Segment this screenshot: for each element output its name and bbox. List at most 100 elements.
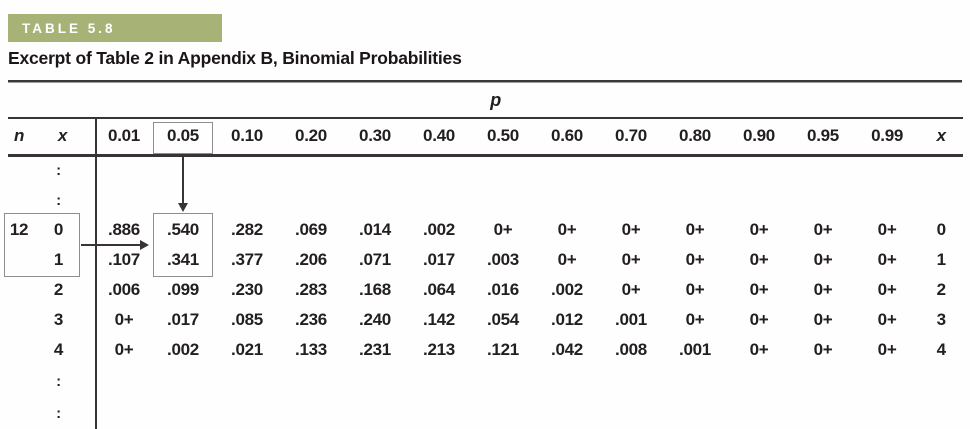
probability-cell: .282 xyxy=(231,220,263,239)
probability-cell: 0+ xyxy=(877,250,897,269)
n-x-callout-box xyxy=(4,213,80,277)
probability-cell: .008 xyxy=(615,340,647,359)
col-header-p-0.40: 0.40 xyxy=(407,118,471,157)
probability-cell: 0+ xyxy=(114,310,134,329)
probability-cell: .016 xyxy=(487,280,519,299)
x-right-value-cell: 1 xyxy=(936,250,946,269)
n-spacer-cell xyxy=(8,397,30,429)
probability-cell: .006 xyxy=(108,280,140,299)
probability-cell: .142 xyxy=(423,310,455,329)
ellipsis-row: : xyxy=(8,397,963,429)
x-value-cell: 0 xyxy=(30,215,97,245)
probability-cell: .121 xyxy=(487,340,519,359)
table-number-banner: TABLE 5.8 xyxy=(8,14,222,42)
probability-cell: .107 xyxy=(108,250,140,269)
col-header-n: n xyxy=(8,118,30,157)
x-right-spacer-cell xyxy=(919,397,963,429)
probability-cell: .014 xyxy=(359,220,391,239)
probability-cell: .017 xyxy=(423,250,455,269)
probability-cell: 0+ xyxy=(813,250,833,269)
probability-cell: .064 xyxy=(423,280,455,299)
probability-cell: .069 xyxy=(295,220,327,239)
probability-cell: .042 xyxy=(551,340,583,359)
probability-cell: .341 xyxy=(167,250,199,269)
col-header-p-0.80: 0.80 xyxy=(663,118,727,157)
p-spacer-cell xyxy=(96,365,919,397)
highlighted-values-box xyxy=(153,213,213,277)
binomial-probability-table: p n x 0.01 0.05 0.10 0.20 0.30 0.40 0.50 0.60 0.70… xyxy=(8,83,964,429)
probability-cell: .071 xyxy=(359,250,391,269)
col-header-x-right: x xyxy=(919,118,964,157)
probability-cell: .168 xyxy=(359,280,391,299)
col-header-p-0.50: 0.50 xyxy=(471,118,535,157)
probability-cell: 0+ xyxy=(557,250,577,269)
probability-cell: .133 xyxy=(295,340,327,359)
probability-cell: .085 xyxy=(231,310,263,329)
table-body: ::12 0.886.540.282.069.014.002 0+ 0+ 0+ 0+ 0+ 0… xyxy=(8,155,963,429)
probability-cell: .002 xyxy=(423,220,455,239)
p-group-row: p xyxy=(8,83,964,119)
probability-cell: .240 xyxy=(359,310,391,329)
down-arrow-icon xyxy=(182,156,184,204)
col-header-p-0.95: 0.95 xyxy=(791,118,855,157)
probability-cell: .236 xyxy=(295,310,327,329)
table-row: 2 .006 .099 .230 .283 .168 .064 .016 .002 0+ 0+ 0+ 0… xyxy=(8,275,963,305)
ellipsis-row: : xyxy=(8,155,963,185)
x-value-cell: 4 xyxy=(30,335,97,365)
probability-cell: 0+ xyxy=(493,220,513,239)
n-spacer-cell xyxy=(8,155,30,185)
probability-cell: .213 xyxy=(423,340,455,359)
probability-cell: .099 xyxy=(167,280,199,299)
n-value-cell xyxy=(8,275,30,305)
vertical-ellipsis: : xyxy=(30,365,97,397)
probability-cell: 0+ xyxy=(114,340,134,359)
probability-cell: 0+ xyxy=(749,340,769,359)
probability-cell: .886 xyxy=(108,220,140,239)
probability-cell: 0+ xyxy=(877,280,897,299)
probability-cell: 0+ xyxy=(813,340,833,359)
table-number-label: TABLE 5.8 xyxy=(22,21,116,36)
probability-cell: .021 xyxy=(231,340,263,359)
probability-cell: 0+ xyxy=(685,310,705,329)
probability-cell: 0+ xyxy=(813,220,833,239)
p-spacer-cell xyxy=(96,397,919,429)
probability-cell: .283 xyxy=(295,280,327,299)
table-row: 3 0+ .017 .085 .236 .240 .142 .054 .012 .001 0+ 0+ 0… xyxy=(8,305,963,335)
probability-cell: .003 xyxy=(487,250,519,269)
probability-cell: .017 xyxy=(167,310,199,329)
col-header-p-0.99: 0.99 xyxy=(855,118,920,157)
probability-cell: 0+ xyxy=(813,310,833,329)
probability-cell: .002 xyxy=(167,340,199,359)
probability-cell: 0+ xyxy=(685,250,705,269)
n-value-cell: 12 xyxy=(9,220,29,239)
x-right-spacer-cell xyxy=(919,365,963,397)
x-value-cell: 2 xyxy=(30,275,97,305)
probability-cell: 0+ xyxy=(621,250,641,269)
probability-cell: 0+ xyxy=(877,310,897,329)
table-row: 4 0+ .002 .021 .133 .231 .213 .121 .042 .008 .001 0… xyxy=(8,335,963,365)
x-right-value-cell: 2 xyxy=(936,280,946,299)
x-right-spacer-cell xyxy=(919,155,963,185)
probability-cell: .002 xyxy=(551,280,583,299)
n-value-cell xyxy=(8,305,30,335)
p-row-spacer-right xyxy=(919,83,964,119)
probability-cell: 0+ xyxy=(749,280,769,299)
x-value-cell: 1 xyxy=(30,245,97,275)
table-row: 12 0.886.540.282.069.014.002 0+ 0+ 0+ 0+ 0+ 0+ 0… xyxy=(8,215,963,245)
table-row: 1 .107 .341 .377 .206 .071 .017 .003 0+ 0+ 0+ 0+ 0+ 0… xyxy=(8,245,963,275)
right-arrow-head-icon xyxy=(140,240,149,250)
x-right-value-cell: 0 xyxy=(936,220,946,239)
ellipsis-row: : xyxy=(8,365,963,397)
probability-cell: 0+ xyxy=(749,310,769,329)
probability-cell: .206 xyxy=(295,250,327,269)
probability-cell: 0+ xyxy=(685,220,705,239)
probability-cell: 0+ xyxy=(621,280,641,299)
probability-cell: 0+ xyxy=(749,250,769,269)
x-right-value-cell: 4 xyxy=(936,340,946,359)
p-row-spacer-left xyxy=(8,83,96,119)
n-spacer-cell xyxy=(8,365,30,397)
probability-cell: .231 xyxy=(359,340,391,359)
probability-cell: 0+ xyxy=(877,220,897,239)
highlight-column-header-box xyxy=(153,122,213,154)
